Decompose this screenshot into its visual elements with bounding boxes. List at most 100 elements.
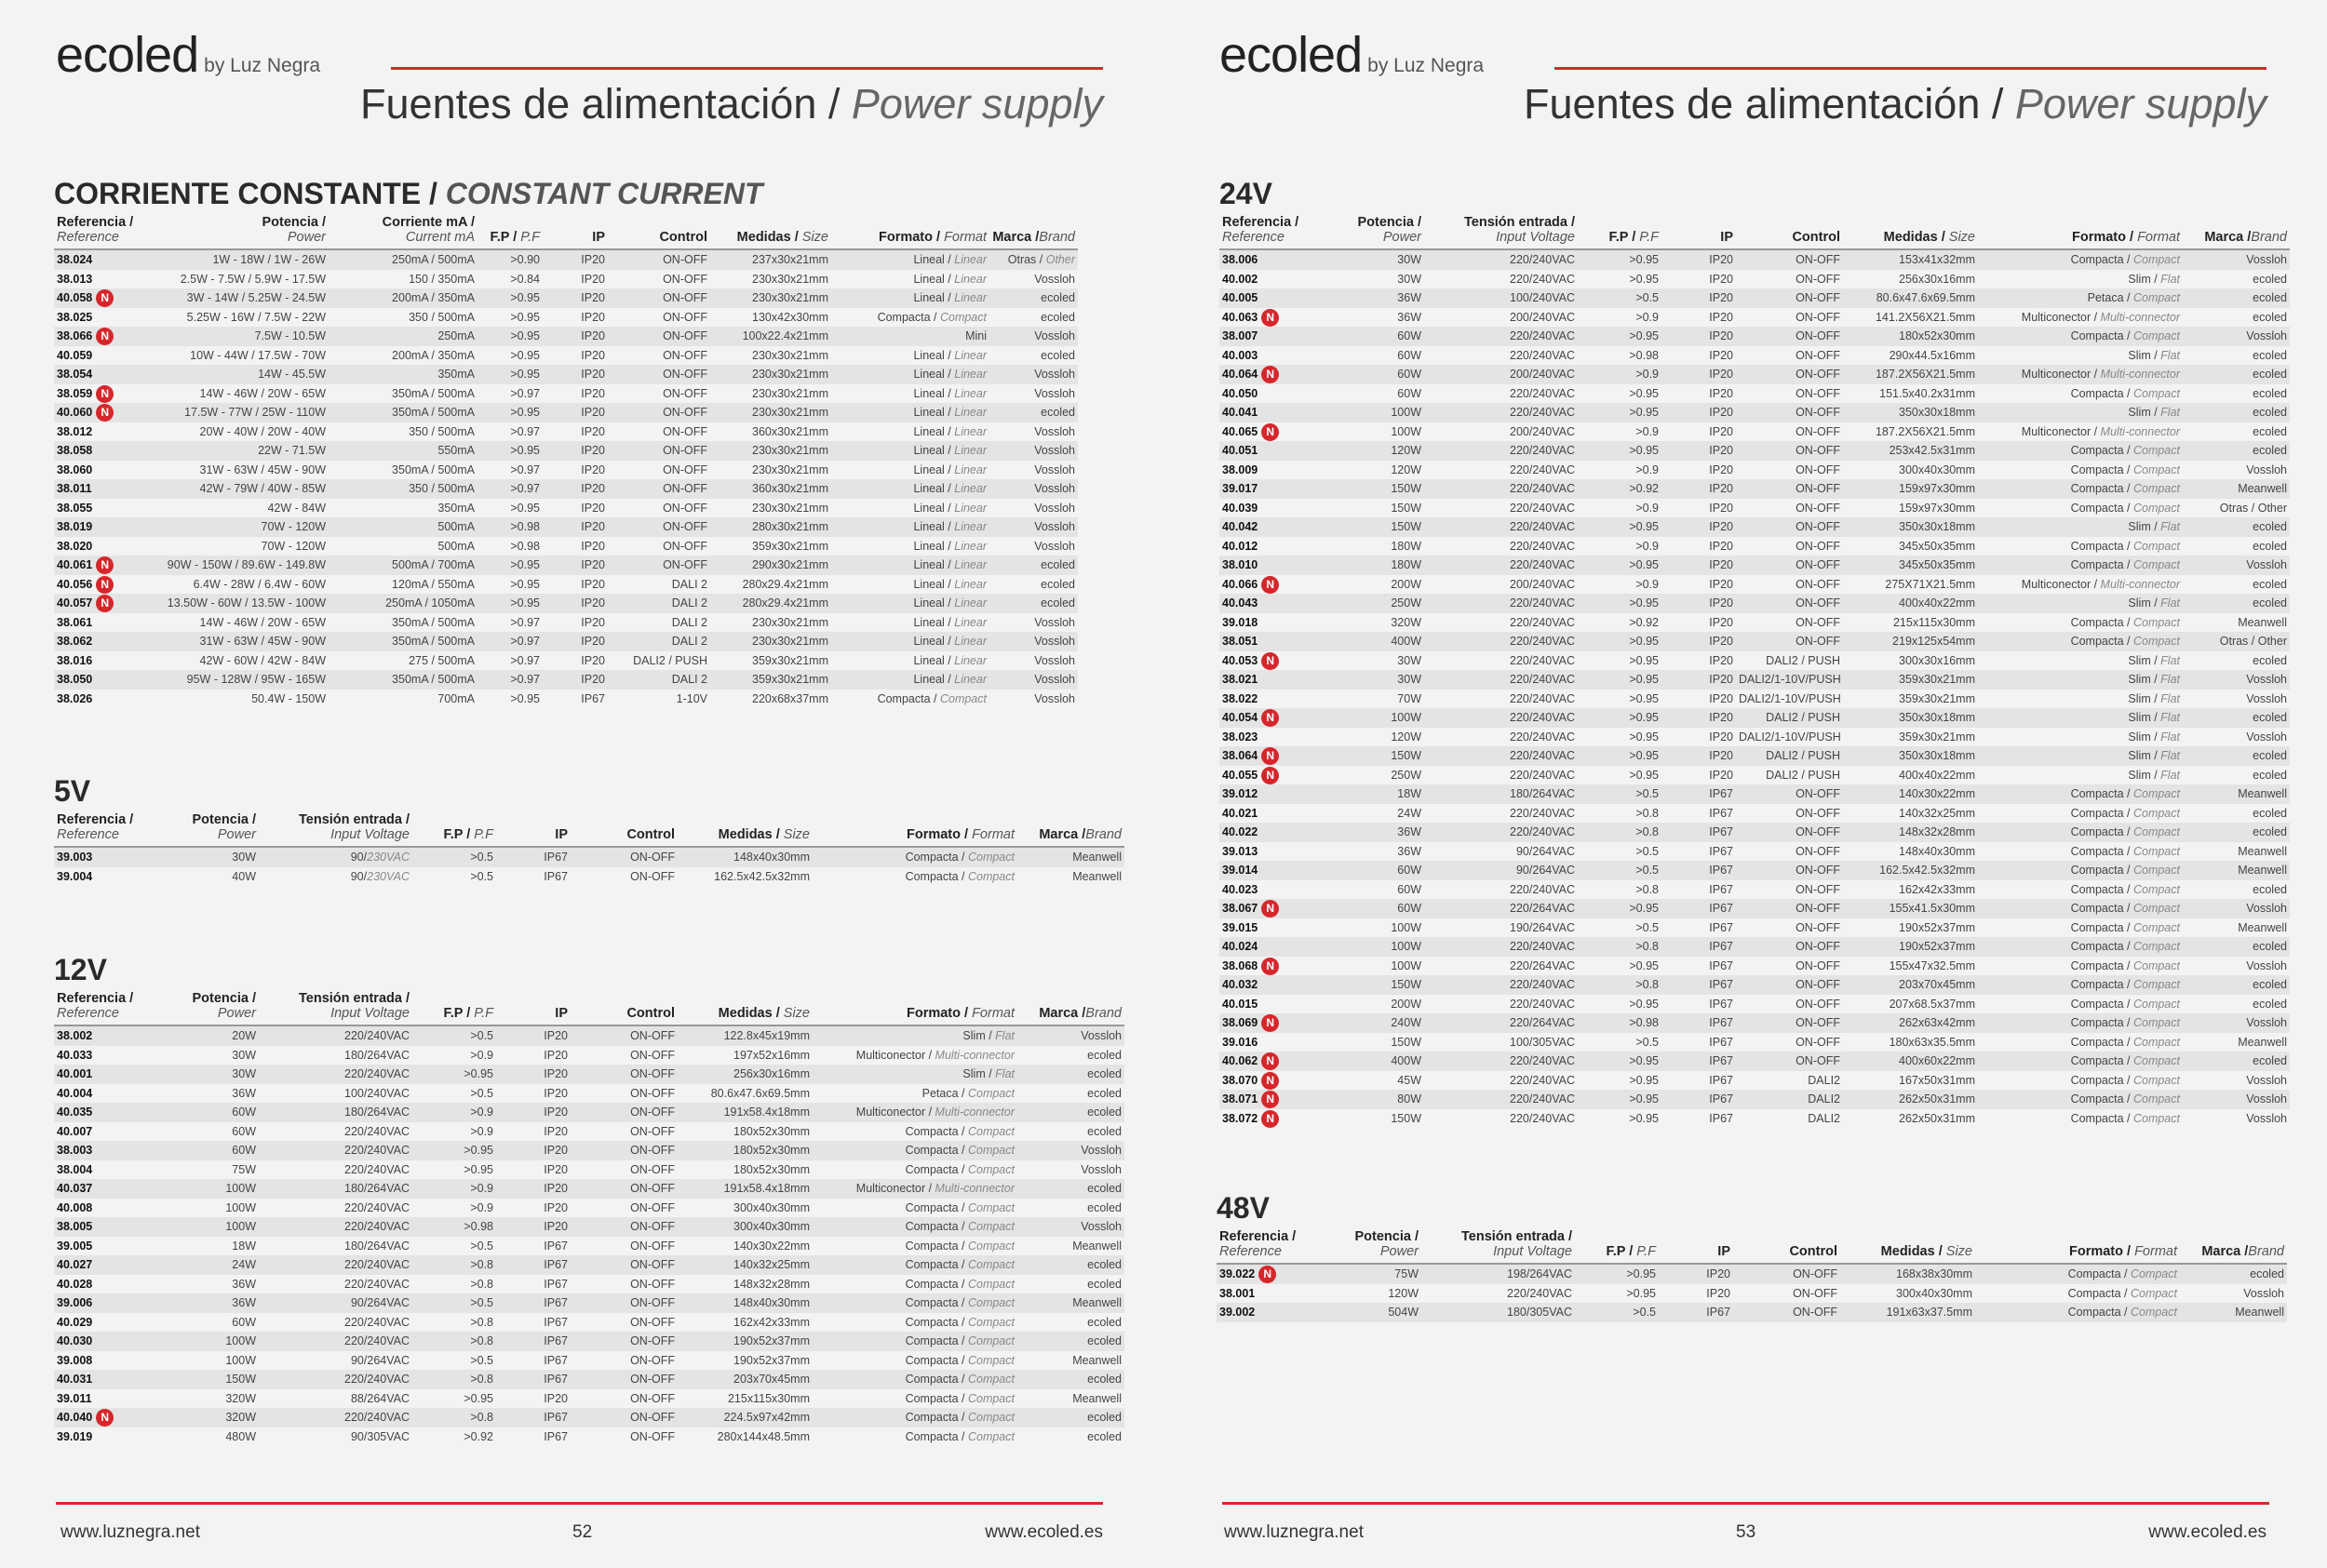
cell-value: >0.9: [1635, 368, 1659, 381]
cell-value-en: Compact: [967, 1429, 1015, 1443]
cell-value: >0.5: [470, 869, 493, 883]
footer-url-left[interactable]: www.luznegra.net: [1224, 1522, 1364, 1542]
cell-format: Compacta / Compact: [831, 308, 989, 328]
cell-size: 280x144x48.5mm: [678, 1427, 813, 1447]
cell-pf: >0.8: [412, 1255, 496, 1275]
cell-value: 220/240VAC: [1510, 653, 1575, 667]
cell-format: Compacta / Compact: [813, 1351, 1017, 1371]
cell-value: Compacta /: [2070, 329, 2133, 342]
cell-size: 207x68.5x37mm: [1843, 995, 1978, 1014]
header-label: F.P /: [443, 827, 475, 842]
cell-reference: 40.043: [1219, 594, 1308, 613]
cell-power: 100W: [1308, 422, 1424, 442]
cell-control: ON-OFF: [1736, 880, 1843, 900]
cell-control: DALI 2: [608, 575, 710, 595]
cell-brand: Vossloh: [2183, 957, 2290, 976]
cell-current-or-voltage: 120mA / 550mA: [329, 575, 478, 595]
cell-current-or-voltage: 220/264VAC: [1424, 957, 1578, 976]
cell-pf: >0.97: [478, 632, 543, 651]
table-row: 38.055 42W - 84W 350mA >0.95 IP20 ON-OFF 230x3…: [54, 499, 1078, 518]
cell-control: ON-OFF: [571, 1313, 678, 1333]
cell-power: 70W - 120W: [142, 517, 329, 537]
cell-value: Lineal /: [913, 558, 955, 571]
cell-reference: 38.060: [54, 461, 142, 480]
cell-current-or-voltage: 350mA / 500mA: [329, 403, 478, 422]
table-row: 39.014 60W 90/264VAC >0.5 IP67 ON-OFF 162.5x42…: [1219, 861, 2290, 880]
cell-value: 350mA / 500mA: [392, 406, 475, 419]
cell-value: ON-OFF: [630, 1124, 675, 1138]
cell-pf: >0.8: [1578, 937, 1661, 957]
cell-value: 400W: [1391, 1054, 1421, 1067]
table-row: 40.050 60W 220/240VAC >0.95 IP20 ON-OFF 151.5x…: [1219, 384, 2290, 404]
cell-format: Compacta / Compact: [813, 1122, 1017, 1142]
cell-value: >0.9: [1635, 577, 1659, 591]
cell-pf: >0.5: [1575, 1303, 1659, 1322]
cell-value: 220/240VAC: [1510, 1111, 1575, 1125]
cell-ip: IP67: [1661, 975, 1736, 995]
new-badge: N: [1261, 575, 1280, 594]
cell-size: 190x52x37mm: [1843, 918, 1978, 938]
cell-format: Slim / Flat: [1978, 728, 2183, 747]
cell-value: 220/264VAC: [1510, 1016, 1575, 1029]
cell-ip: IP67: [1661, 880, 1736, 900]
cell-value: IP20: [581, 253, 605, 266]
cell-value: Compacta /: [905, 1144, 968, 1157]
cell-value: Compacta /: [2070, 482, 2133, 495]
cell-value: ecoled: [1087, 1106, 1122, 1119]
cell-value: ON-OFF: [1796, 825, 1840, 838]
cell-value: Meanwell: [1072, 869, 1122, 883]
cell-ip: IP20: [1661, 575, 1736, 595]
cell-ip: IP20: [543, 670, 608, 690]
cell-value: 220/240VAC: [1510, 730, 1575, 744]
cell-pf: >0.95: [1578, 1052, 1661, 1071]
reference-code: 38.022: [1222, 691, 1258, 705]
cell-value: Vossloh: [1034, 329, 1075, 342]
cell-format: Slim / Flat: [813, 1065, 1017, 1084]
cell-value: 100/240VAC: [1510, 291, 1575, 304]
cell-value: IP20: [1709, 558, 1733, 571]
cell-value: Slim /: [962, 1067, 996, 1080]
cell-power: 150W: [1308, 975, 1424, 995]
cell-value: 100/305VAC: [1510, 1035, 1575, 1049]
cell-value: ON-OFF: [630, 1239, 675, 1253]
table-row: 38.022 70W 220/240VAC >0.95 IP20 DALI2/1-10V/…: [1219, 690, 2290, 709]
cell-value: 220/240VAC: [1510, 520, 1575, 533]
cell-value: Lineal /: [913, 253, 955, 266]
cell-value: >0.9: [1635, 539, 1659, 553]
footer-url-right[interactable]: www.ecoled.es: [985, 1522, 1103, 1542]
cell-current-or-voltage: 190/264VAC: [1424, 918, 1578, 938]
cell-value: ON-OFF: [663, 482, 707, 495]
cell-value: Lineal /: [913, 348, 955, 362]
cell-value-en: Compact: [2132, 978, 2180, 991]
table-row: 40.033 30W 180/264VAC >0.9 IP20 ON-OFF 197x52x…: [54, 1046, 1124, 1065]
cell-value: 30W: [1397, 272, 1421, 286]
cell-value: Vossloh: [2246, 691, 2287, 705]
reference-code: 38.025: [57, 310, 93, 324]
cell-value: ON-OFF: [630, 1220, 675, 1233]
cell-value: 700mA: [437, 691, 475, 705]
cell-brand: Vossloh: [989, 499, 1078, 518]
cell-reference: 38.003: [54, 1141, 142, 1160]
cell-value: 150W: [1391, 749, 1421, 762]
table-row: 39.004 40W 90/230VAC >0.5 IP67 ON-OFF 162.5x42…: [54, 867, 1124, 887]
reference-code: 38.061: [57, 615, 93, 629]
cell-value: ON-OFF: [1796, 368, 1840, 381]
cell-value: 159x97x30mm: [1899, 482, 1975, 495]
cell-pf: >0.95: [478, 690, 543, 709]
cell-value-en: Compact: [967, 1086, 1015, 1100]
cell-control: ON-OFF: [608, 441, 710, 461]
reference-code: 40.035: [57, 1106, 93, 1119]
footer-url-left[interactable]: www.luznegra.net: [61, 1522, 200, 1542]
reference-code: 38.071: [1222, 1092, 1258, 1106]
cell-format: Compacta / Compact: [1978, 632, 2183, 651]
cell-value-en: Linear: [954, 482, 987, 495]
cell-format: Compacta / Compact: [1978, 918, 2183, 938]
header-rule: [1554, 67, 2266, 70]
cell-reference: 38.023: [1219, 728, 1308, 747]
cell-value: Compacta /: [2070, 539, 2133, 553]
cell-value: 153x41x32mm: [1899, 253, 1975, 266]
cell-value: ecoled: [2253, 825, 2287, 838]
cell-value: IP20: [581, 635, 605, 648]
footer-url-right[interactable]: www.ecoled.es: [2148, 1522, 2266, 1542]
cell-control: ON-OFF: [1736, 517, 1843, 537]
